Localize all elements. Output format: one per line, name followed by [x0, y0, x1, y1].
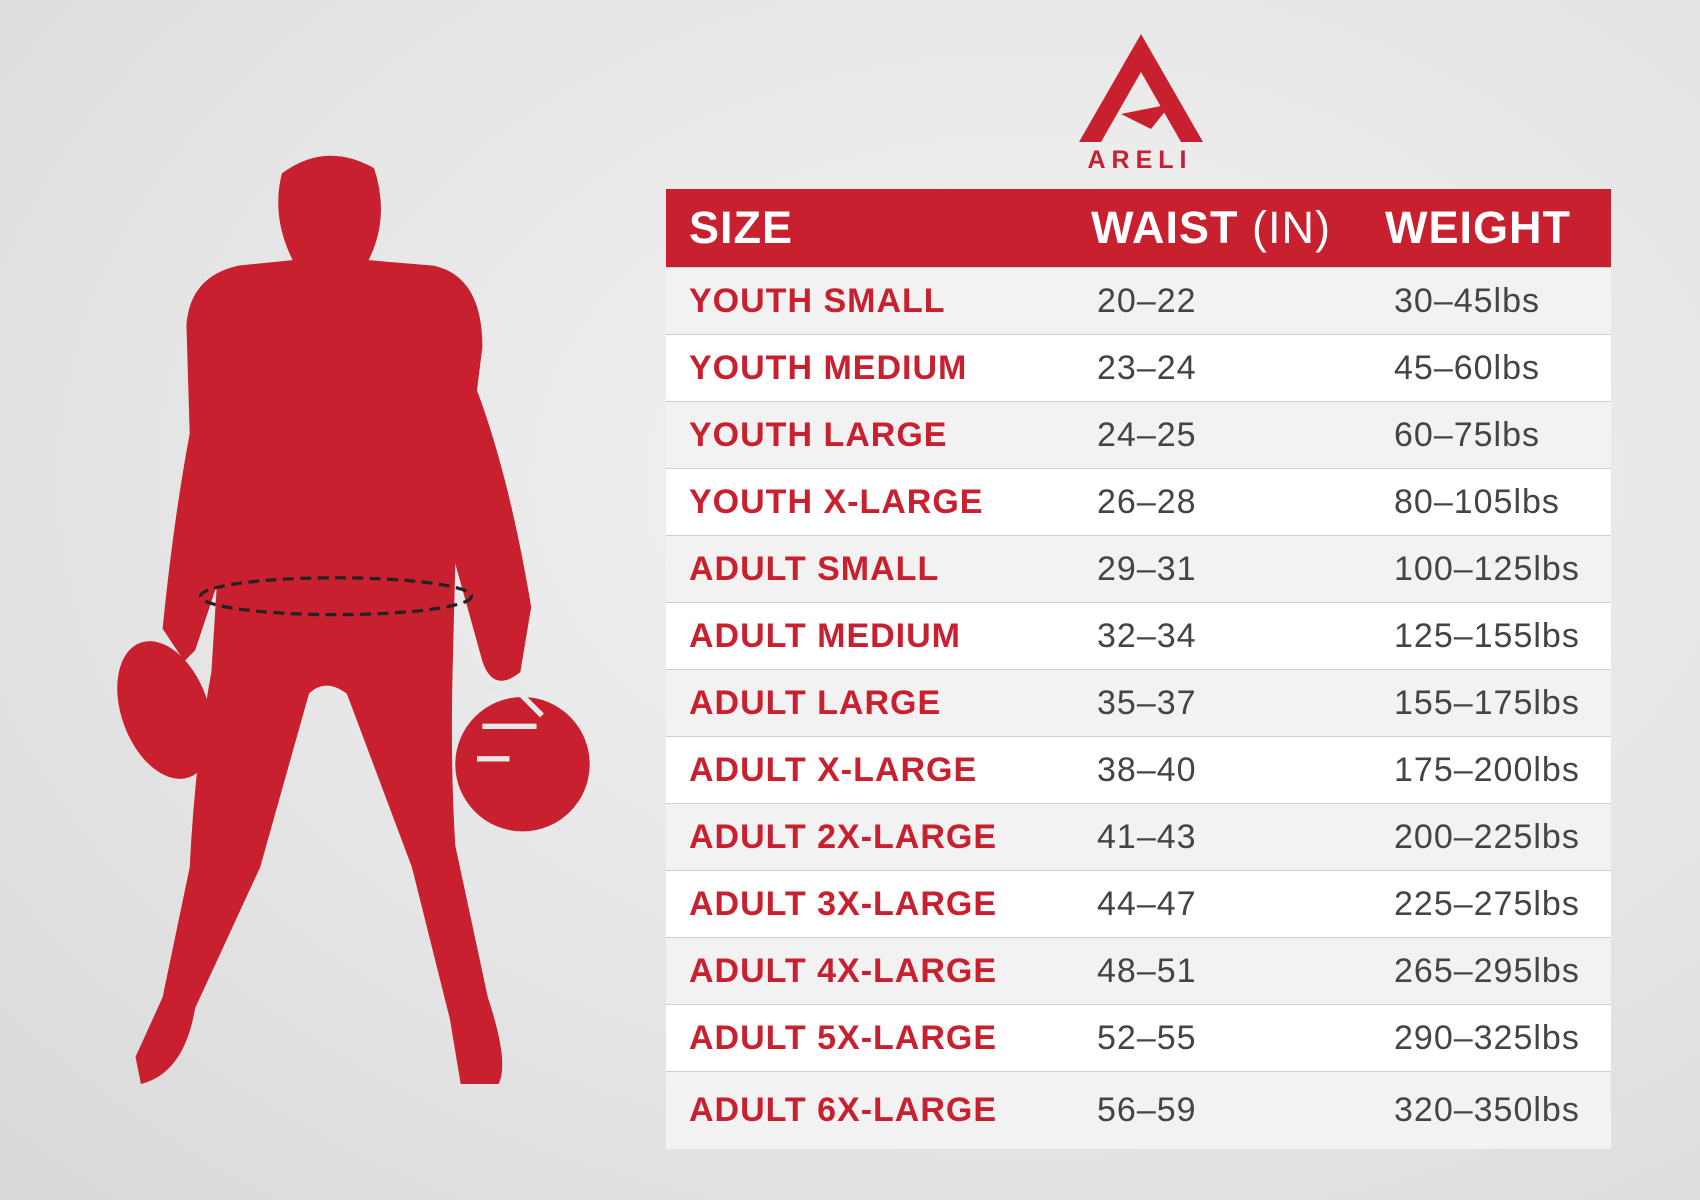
logo-text: ARELI	[1087, 146, 1193, 174]
table-cell: 45–60lbs	[1394, 348, 1541, 387]
logo-mark	[1079, 34, 1203, 142]
column-header: WAIST (IN)	[1091, 189, 1331, 267]
table-row: ADULT LARGE 35–37 155–175lbs	[666, 669, 1611, 736]
table-cell: ADULT 3X-LARGE	[689, 884, 998, 923]
table-row: ADULT MEDIUM 32–34 125–155lbs	[666, 602, 1611, 669]
table-cell: 200–225lbs	[1394, 817, 1580, 856]
table-cell: 265–295lbs	[1394, 951, 1580, 990]
table-row: YOUTH X-LARGE 26–28 80–105lbs	[666, 468, 1611, 535]
table-cell: ADULT X-LARGE	[689, 750, 978, 789]
table-cell: 125–155lbs	[1394, 616, 1580, 655]
table-row: ADULT 5X-LARGE 52–55 290–325lbs	[666, 1004, 1611, 1071]
table-cell: 175–200lbs	[1394, 750, 1580, 789]
table-cell: 32–34	[1097, 616, 1197, 655]
table-cell: 30–45lbs	[1394, 281, 1541, 320]
table-row: ADULT SMALL 29–31 100–125lbs	[666, 535, 1611, 602]
table-cell: 60–75lbs	[1394, 415, 1541, 454]
table-cell: YOUTH X-LARGE	[689, 482, 984, 521]
table-row: ADULT X-LARGE 38–40 175–200lbs	[666, 736, 1611, 803]
table-cell: 290–325lbs	[1394, 1018, 1580, 1057]
table-row: ADULT 2X-LARGE 41–43 200–225lbs	[666, 803, 1611, 870]
table-cell: 52–55	[1097, 1018, 1197, 1057]
column-header-text: WAIST	[1091, 202, 1239, 253]
player-silhouette	[117, 155, 590, 1084]
table-cell: ADULT SMALL	[689, 549, 940, 588]
column-header-unit: (IN)	[1252, 202, 1331, 253]
table-cell: 35–37	[1097, 683, 1197, 722]
table-row: YOUTH LARGE 24–25 60–75lbs	[666, 401, 1611, 468]
table-cell: 56–59	[1097, 1091, 1197, 1129]
table-cell: ADULT MEDIUM	[689, 616, 961, 655]
table-row: ADULT 3X-LARGE 44–47 225–275lbs	[666, 870, 1611, 937]
table-cell: 44–47	[1097, 884, 1197, 923]
table-cell: ADULT LARGE	[689, 683, 942, 722]
table-cell: YOUTH LARGE	[689, 415, 948, 454]
table-cell: YOUTH MEDIUM	[689, 348, 968, 387]
table-cell: YOUTH SMALL	[689, 281, 946, 320]
table-cell: 225–275lbs	[1394, 884, 1580, 923]
table-cell: 80–105lbs	[1394, 482, 1560, 521]
table-cell: 320–350lbs	[1394, 1091, 1580, 1129]
table-cell: ADULT 2X-LARGE	[689, 817, 998, 856]
table-body: YOUTH SMALL 20–22 30–45lbs YOUTH MEDIUM 23–2…	[666, 267, 1611, 1149]
table-cell: ADULT 6X-LARGE	[689, 1091, 998, 1129]
column-header: SIZE	[689, 202, 794, 253]
table-cell: ADULT 4X-LARGE	[689, 951, 998, 990]
table-cell: 48–51	[1097, 951, 1197, 990]
table-row: ADULT 6X-LARGE 56–59 320–350lbs	[666, 1071, 1611, 1149]
table-cell: 41–43	[1097, 817, 1197, 856]
table-row: YOUTH SMALL 20–22 30–45lbs	[666, 267, 1611, 334]
column-header: WEIGHT	[1385, 202, 1571, 253]
table-row: ADULT 4X-LARGE 48–51 265–295lbs	[666, 937, 1611, 1004]
table-cell: 23–24	[1097, 348, 1197, 387]
table-cell: 100–125lbs	[1394, 549, 1580, 588]
table-cell: 155–175lbs	[1394, 683, 1580, 722]
table-cell: 38–40	[1097, 750, 1197, 789]
table-row: YOUTH MEDIUM 23–24 45–60lbs	[666, 334, 1611, 401]
table-cell: 29–31	[1097, 549, 1197, 588]
table-cell: 20–22	[1097, 281, 1197, 320]
table-cell: ADULT 5X-LARGE	[689, 1018, 998, 1057]
table-cell: 26–28	[1097, 482, 1197, 521]
table-cell: 24–25	[1097, 415, 1197, 454]
size-table: SIZE WAIST (IN) WEIGHT YOUTH SMALL 20–22 30–4…	[666, 189, 1611, 1149]
table-header: SIZE WAIST (IN) WEIGHT	[666, 189, 1611, 267]
